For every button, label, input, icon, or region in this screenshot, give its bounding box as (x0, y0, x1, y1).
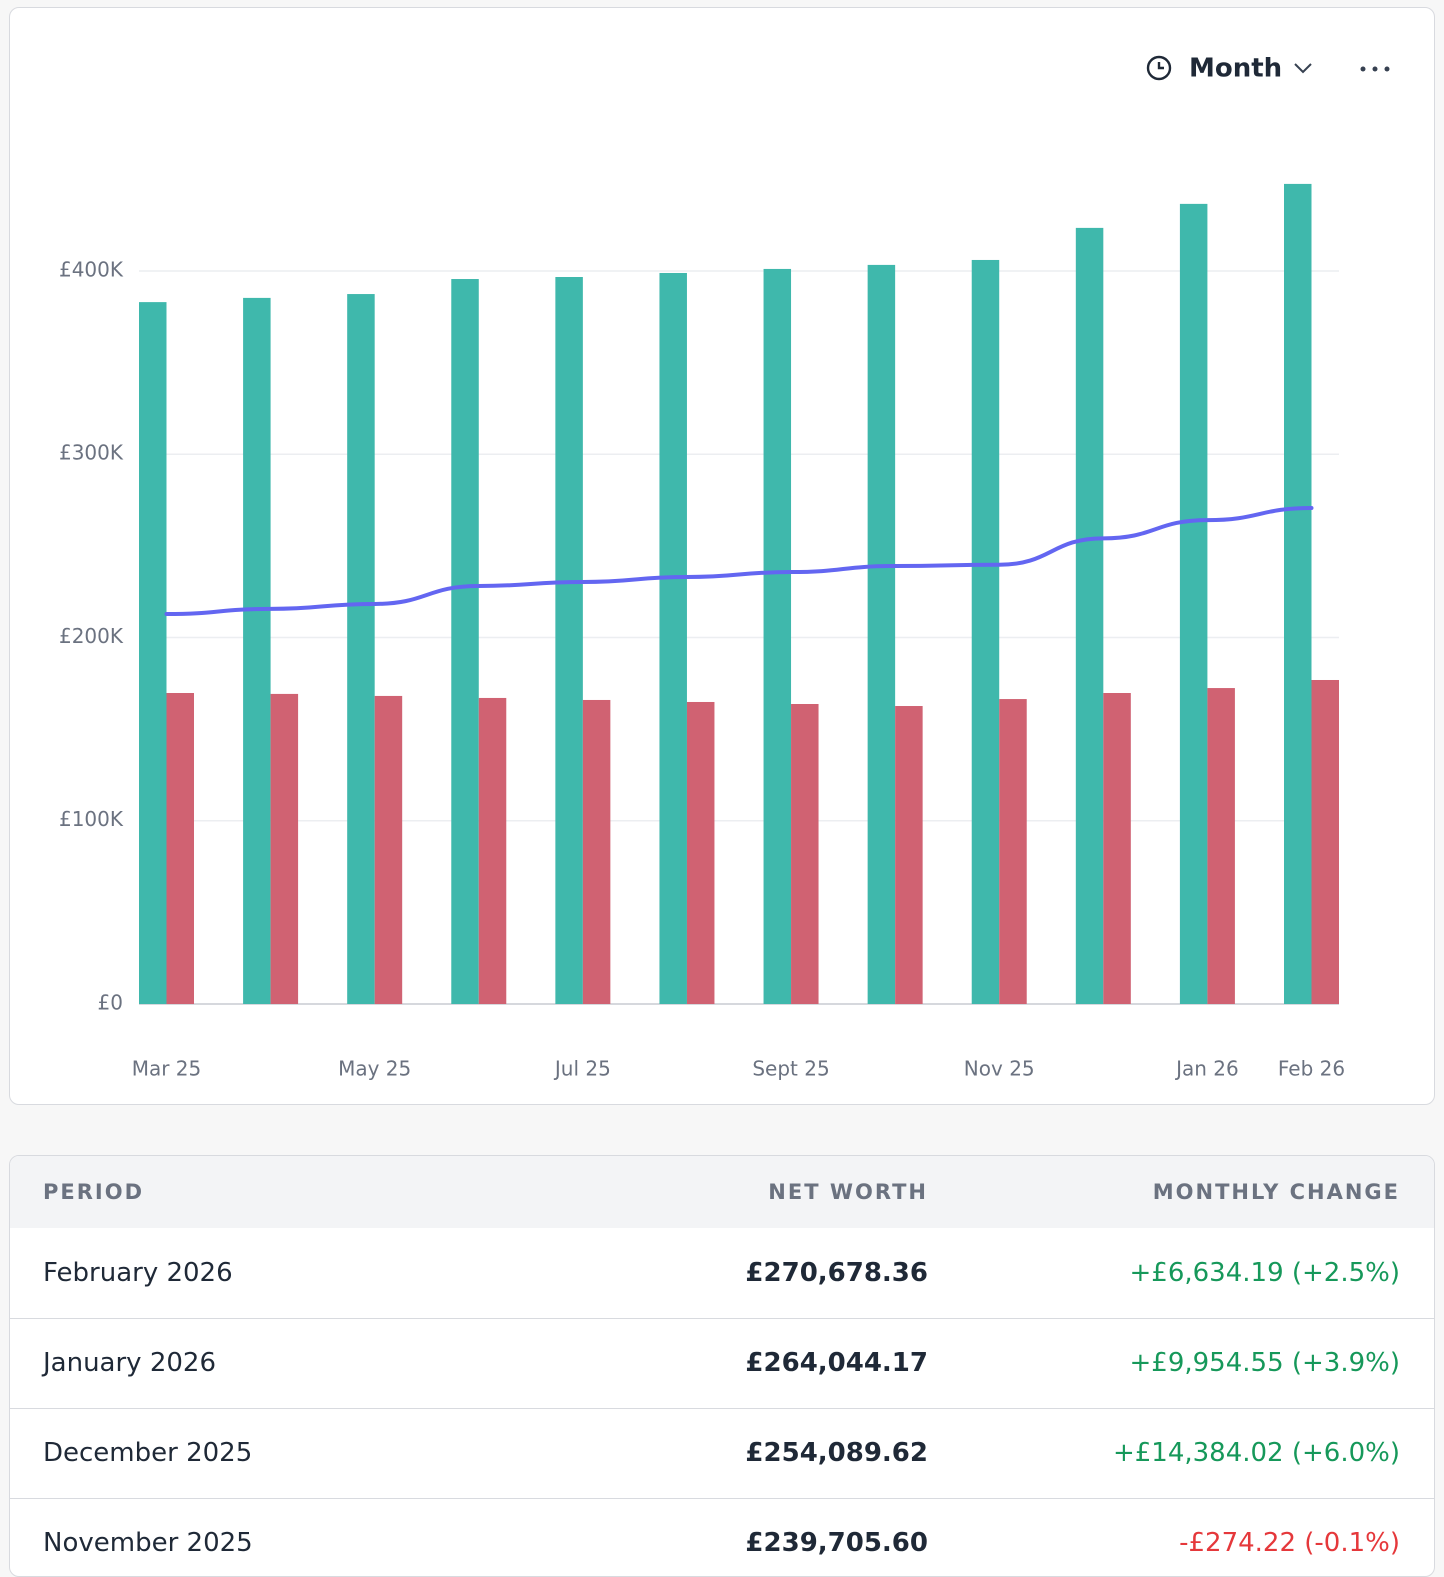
bar (451, 279, 479, 1004)
table: PERIOD NET WORTH MONTHLY CHANGE February 20… (9, 1155, 1435, 1577)
column-header: MONTHLY CHANGE (1152, 1180, 1400, 1204)
period-cell: January 2026 (43, 1348, 216, 1378)
x-tick-label: Nov 25 (964, 1057, 1035, 1081)
x-tick-label: Mar 25 (132, 1057, 202, 1081)
y-tick-label: £200K (59, 624, 124, 648)
bar (999, 699, 1027, 1004)
bar (895, 706, 923, 1004)
bar (1207, 688, 1235, 1004)
period-cell: November 2025 (43, 1528, 253, 1558)
bar (555, 277, 583, 1004)
bar (243, 297, 271, 1004)
bar (1179, 203, 1208, 1004)
change-cell: -£274.22 (-0.1%) (1179, 1528, 1400, 1558)
bar (1075, 227, 1104, 1005)
table-row: February 2026 £270,678.36 +£6,634.19 (+2.5… (10, 1228, 1434, 1319)
net-worth-cell: £270,678.36 (745, 1258, 928, 1288)
bar (1103, 693, 1131, 1004)
x-tick-label: Jul 25 (553, 1057, 611, 1081)
x-tick-label: Feb 26 (1278, 1057, 1345, 1081)
chart: Month £0 £100K £200K £300K £400K Mar 25 May 25… (59, 54, 1390, 1081)
column-header: PERIOD (43, 1180, 145, 1204)
table-row: January 2026 £264,044.17 +£9,954.55 (+3.9%… (10, 1318, 1434, 1409)
x-tick-label: May 25 (338, 1057, 411, 1081)
change-cell: +£6,634.19 (+2.5%) (1129, 1258, 1401, 1288)
bar (270, 693, 299, 1004)
bar (763, 268, 792, 1004)
bar (582, 699, 611, 1004)
column-header: NET WORTH (768, 1180, 928, 1204)
bar (686, 701, 715, 1004)
bar (659, 272, 687, 1004)
change-cell: +£14,384.02 (+6.0%) (1112, 1438, 1400, 1468)
bar (139, 302, 167, 1005)
bar (1284, 183, 1312, 1005)
bar (791, 704, 819, 1004)
net-worth-cell: £264,044.17 (745, 1348, 928, 1378)
y-tick-label: £0 (98, 991, 123, 1015)
bar (166, 693, 194, 1004)
table-row: December 2025 £254,089.62 +£14,384.02 (+6.… (10, 1408, 1434, 1499)
bar (374, 695, 403, 1004)
bar (1311, 679, 1339, 1004)
table-row: November 2025 £239,705.60 -£274.22 (-0.1%) (10, 1498, 1434, 1576)
bar (867, 264, 896, 1004)
x-tick-label: Jan 26 (1174, 1057, 1239, 1081)
more-menu[interactable] (1360, 66, 1390, 72)
chart-card: Month £0 £100K £200K £300K £400K Mar 25 May 25… (9, 7, 1435, 1105)
net-worth-cell: £239,705.60 (745, 1528, 928, 1558)
table-header: PERIOD NET WORTH MONTHLY CHANGE (10, 1156, 1434, 1228)
bar (971, 259, 1000, 1004)
bar (347, 294, 375, 1005)
x-tick-label: Sept 25 (752, 1057, 829, 1081)
period-dropdown[interactable]: Month (1189, 54, 1282, 84)
bar (478, 697, 507, 1004)
clock-icon (1146, 55, 1172, 81)
y-tick-label: £400K (59, 257, 124, 281)
net-worth-cell: £254,089.62 (745, 1438, 928, 1468)
dropdown-chevron[interactable] (1294, 63, 1312, 74)
change-cell: +£9,954.55 (+3.9%) (1129, 1348, 1401, 1378)
y-tick-label: £300K (59, 441, 124, 465)
period-cell: February 2026 (43, 1258, 233, 1288)
y-tick-label: £100K (59, 807, 124, 831)
net-worth-line (164, 505, 1314, 617)
period-cell: December 2025 (43, 1438, 253, 1468)
